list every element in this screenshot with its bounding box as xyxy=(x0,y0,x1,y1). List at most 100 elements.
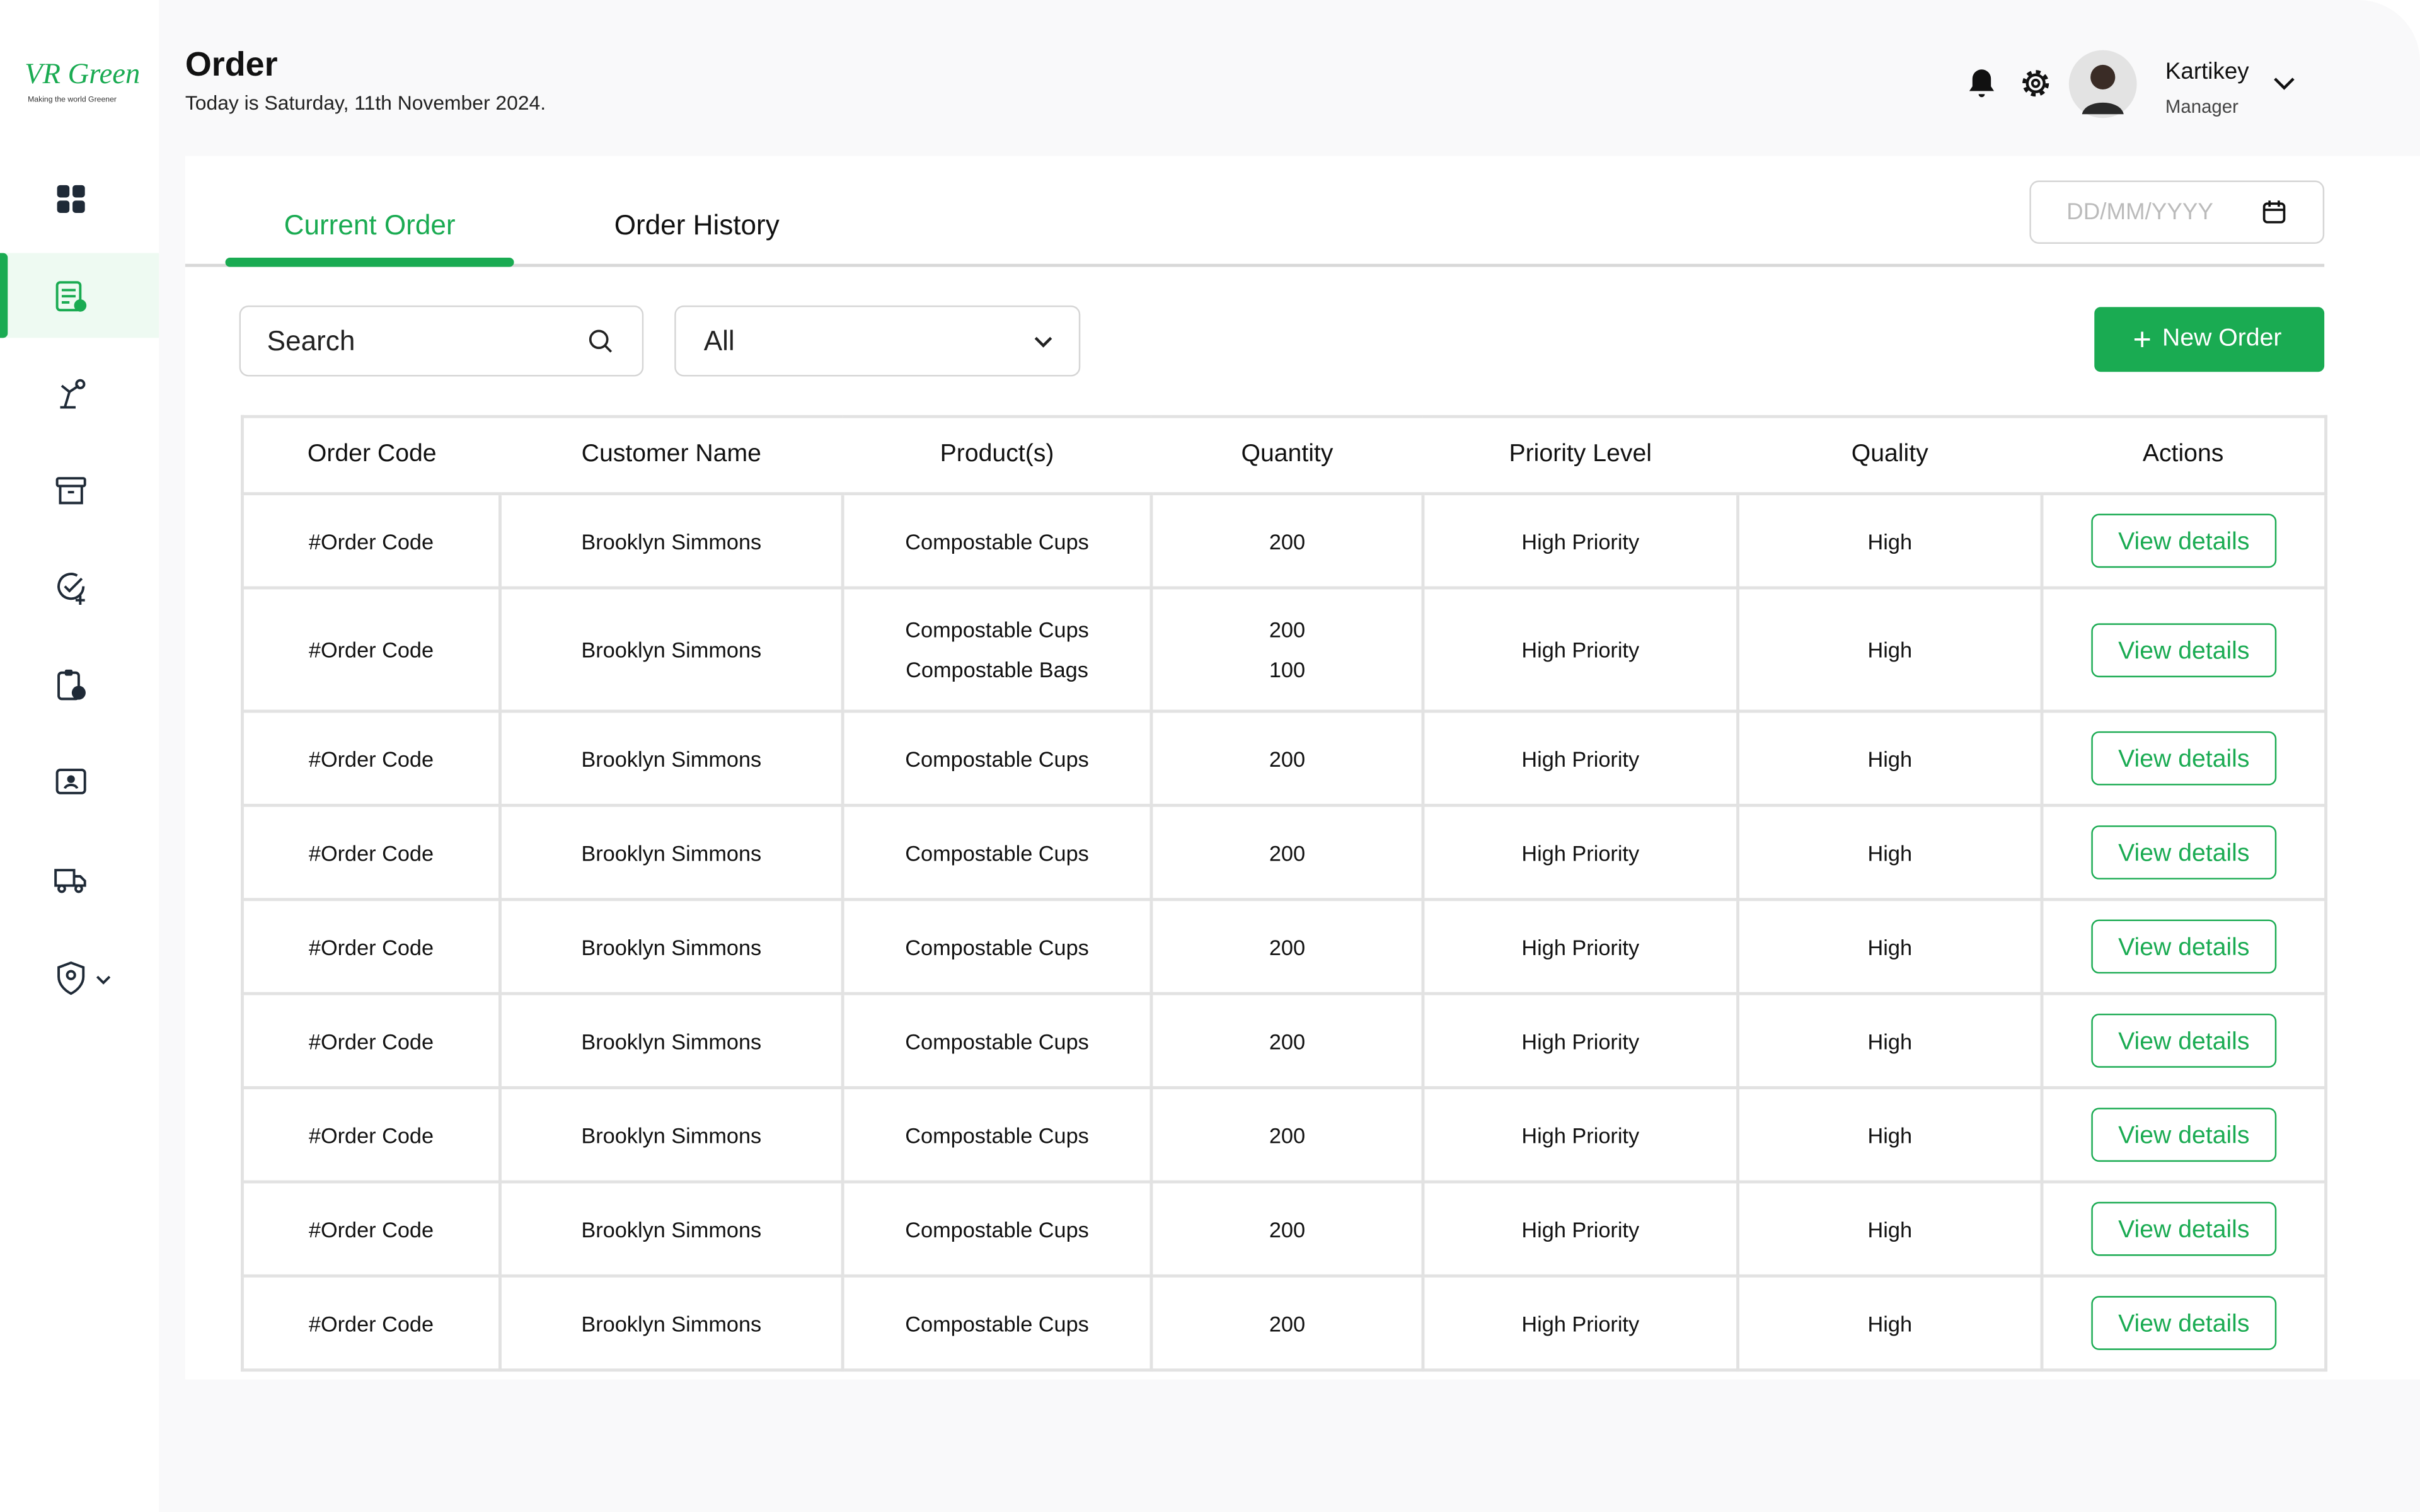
plus-icon xyxy=(2134,331,2150,348)
product: Compostable Cups xyxy=(905,746,1089,771)
quantity-cell: 200 xyxy=(1150,803,1425,902)
logo-name: VR Green xyxy=(25,59,141,91)
products-cell: Compostable Cups xyxy=(841,992,1153,1089)
customer-name: Brooklyn Simmons xyxy=(498,492,844,590)
priority: High Priority xyxy=(1421,803,1740,902)
view-details-button[interactable]: View details xyxy=(2091,1013,2277,1068)
actions-cell: View details xyxy=(2040,586,2328,713)
user-name: Kartikey xyxy=(2165,59,2249,85)
priority: High Priority xyxy=(1421,1274,1740,1372)
quantity-cell: 200 xyxy=(1150,1274,1425,1372)
notification-icon[interactable] xyxy=(1963,65,2000,102)
column-header: Product(s) xyxy=(843,415,1151,496)
tab-history[interactable]: Order History xyxy=(614,210,780,241)
view-details-button[interactable]: View details xyxy=(2091,825,2277,879)
column-header: Quality xyxy=(1737,415,2043,496)
filter-select[interactable]: All xyxy=(674,305,1081,377)
tab-current[interactable]: Current Order xyxy=(284,210,456,241)
quality-icon[interactable] xyxy=(52,570,89,607)
orders-table: Order Code Customer Name Product(s) Quantit… xyxy=(241,415,2328,1372)
sidebar: VR Green Making the world Greener xyxy=(0,0,159,1512)
calendar-icon xyxy=(2262,200,2286,224)
order-row: #Order Code Brooklyn Simmons Compostable C… xyxy=(241,586,2328,713)
quantity: 200 xyxy=(1269,1028,1306,1053)
delivery-icon[interactable] xyxy=(52,861,89,898)
customer-name: Brooklyn Simmons xyxy=(498,803,844,902)
product: Compostable Cups xyxy=(905,1028,1089,1053)
avatar[interactable] xyxy=(2068,49,2138,118)
actions-cell: View details xyxy=(2040,1086,2328,1184)
quantity: 200 xyxy=(1269,746,1306,771)
quantity: 200 xyxy=(1269,1217,1306,1242)
products-cell: Compostable Cups xyxy=(841,1274,1153,1372)
product: Compostable Cups xyxy=(905,528,1089,553)
dashboard-icon[interactable] xyxy=(52,181,89,218)
date-placeholder: DD/MM/YYYY xyxy=(2066,198,2213,226)
actions-cell: View details xyxy=(2040,898,2328,995)
priority: High Priority xyxy=(1421,898,1740,995)
inventory-icon[interactable] xyxy=(52,472,89,509)
view-details-button[interactable]: View details xyxy=(2091,1108,2277,1162)
priority: High Priority xyxy=(1421,1086,1740,1184)
orders-icon[interactable] xyxy=(52,278,89,315)
search-icon xyxy=(589,329,613,353)
quantity-cell: 200 xyxy=(1150,709,1425,807)
schedule-icon[interactable] xyxy=(52,667,89,704)
quantity: 200 xyxy=(1269,840,1306,865)
user-role: Manager xyxy=(2165,95,2238,118)
page-subtitle: Today is Saturday, 11th November 2024. xyxy=(185,91,546,115)
view-details-button[interactable]: View details xyxy=(2091,919,2277,974)
products-cell: Compostable Cups xyxy=(841,803,1153,902)
quality: High xyxy=(1736,492,2044,590)
order-row: #Order Code Brooklyn Simmons Compostable C… xyxy=(241,1274,2328,1372)
admin-icon[interactable] xyxy=(52,959,120,997)
customer-name: Brooklyn Simmons xyxy=(498,709,844,807)
products-cell: Compostable Cups xyxy=(841,898,1153,995)
quality: High xyxy=(1736,586,2044,713)
priority: High Priority xyxy=(1421,586,1740,713)
quantity-cell: 200 xyxy=(1150,1180,1425,1278)
table-body: #Order Code Brooklyn Simmons Compostable C… xyxy=(241,492,2328,1372)
search-input[interactable]: Search xyxy=(239,305,644,377)
actions-cell: View details xyxy=(2040,992,2328,1089)
quality: High xyxy=(1736,803,2044,902)
actions-cell: View details xyxy=(2040,803,2328,902)
quality: High xyxy=(1736,1180,2044,1278)
tab-divider xyxy=(185,263,2325,267)
production-icon[interactable] xyxy=(52,375,89,412)
view-details-button[interactable]: View details xyxy=(2091,1296,2277,1350)
actions-cell: View details xyxy=(2040,492,2328,590)
employees-icon[interactable] xyxy=(52,764,89,801)
settings-icon[interactable] xyxy=(2017,65,2054,102)
column-header: Actions xyxy=(2042,415,2328,496)
order-row: #Order Code Brooklyn Simmons Compostable C… xyxy=(241,898,2328,995)
product: Compostable Cups xyxy=(905,934,1089,959)
quality: High xyxy=(1736,1086,2044,1184)
quantity-cell: 200 xyxy=(1150,898,1425,995)
filter-value: All xyxy=(703,325,735,357)
actions-cell: View details xyxy=(2040,709,2328,807)
new-order-button[interactable]: New Order xyxy=(2094,307,2325,372)
view-details-button[interactable]: View details xyxy=(2091,513,2277,568)
quantity-cell: 200 100 xyxy=(1150,586,1425,713)
user-menu-chevron[interactable] xyxy=(2272,71,2296,96)
quantity: 200 xyxy=(1269,934,1306,959)
order-row: #Order Code Brooklyn Simmons Compostable C… xyxy=(241,992,2328,1089)
priority: High Priority xyxy=(1421,709,1740,807)
view-details-button[interactable]: View details xyxy=(2091,1201,2277,1256)
quantity: 200 xyxy=(1269,617,1306,642)
quantity: 200 xyxy=(1269,528,1306,553)
product: Compostable Cups xyxy=(905,617,1089,642)
quantity-cell: 200 xyxy=(1150,1086,1425,1184)
order-code: #Order Code xyxy=(241,586,502,713)
quality: High xyxy=(1736,898,2044,995)
view-details-button[interactable]: View details xyxy=(2091,731,2277,786)
date-input[interactable]: DD/MM/YYYY xyxy=(2029,180,2325,244)
quality: High xyxy=(1736,1274,2044,1372)
order-code: #Order Code xyxy=(241,709,502,807)
products-cell: Compostable Cups xyxy=(841,709,1153,807)
order-code: #Order Code xyxy=(241,1086,502,1184)
view-details-button[interactable]: View details xyxy=(2091,622,2277,677)
priority: High Priority xyxy=(1421,492,1740,590)
